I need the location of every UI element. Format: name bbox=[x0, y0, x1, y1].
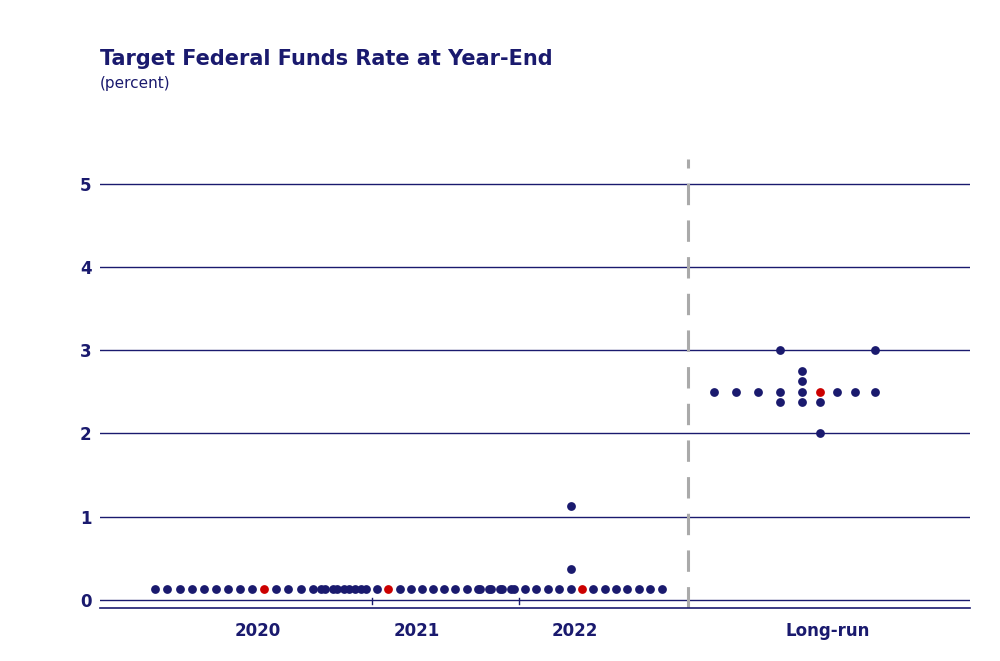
Point bbox=[329, 584, 345, 595]
Point bbox=[159, 584, 175, 595]
Point bbox=[220, 584, 236, 595]
Point bbox=[414, 584, 430, 595]
Point bbox=[208, 584, 224, 595]
Point bbox=[244, 584, 260, 595]
Point bbox=[436, 584, 452, 595]
Point bbox=[268, 584, 284, 595]
Point bbox=[812, 397, 828, 407]
Point bbox=[403, 584, 419, 595]
Point bbox=[631, 584, 647, 595]
Point bbox=[563, 584, 579, 595]
Point bbox=[794, 397, 810, 407]
Point bbox=[847, 387, 863, 397]
Point bbox=[540, 584, 556, 595]
Point bbox=[472, 584, 488, 595]
Point bbox=[517, 584, 533, 595]
Point bbox=[563, 563, 579, 574]
Point bbox=[196, 584, 212, 595]
Point bbox=[750, 387, 766, 397]
Point bbox=[481, 584, 497, 595]
Text: Target Federal Funds Rate at Year-End: Target Federal Funds Rate at Year-End bbox=[100, 50, 553, 69]
Point bbox=[494, 584, 510, 595]
Point bbox=[483, 584, 499, 595]
Point bbox=[794, 387, 810, 397]
Point bbox=[184, 584, 200, 595]
Point bbox=[353, 584, 369, 595]
Point bbox=[347, 584, 363, 595]
Point bbox=[425, 584, 441, 595]
Point bbox=[341, 584, 357, 595]
Point bbox=[706, 387, 722, 397]
Point bbox=[369, 584, 385, 595]
Point bbox=[597, 584, 613, 595]
Point bbox=[280, 584, 296, 595]
Point bbox=[232, 584, 248, 595]
Text: (percent): (percent) bbox=[100, 76, 171, 91]
Point bbox=[794, 366, 810, 376]
Point bbox=[608, 584, 624, 595]
Point bbox=[551, 584, 567, 595]
Point bbox=[492, 584, 508, 595]
Point bbox=[470, 584, 486, 595]
Point bbox=[358, 584, 374, 595]
Point bbox=[256, 584, 272, 595]
Point bbox=[585, 584, 601, 595]
Point bbox=[728, 387, 744, 397]
Point bbox=[325, 584, 341, 595]
Point bbox=[380, 584, 396, 595]
Point bbox=[293, 584, 309, 595]
Point bbox=[147, 584, 163, 595]
Point bbox=[772, 345, 788, 356]
Point bbox=[459, 584, 475, 595]
Point bbox=[506, 584, 522, 595]
Point bbox=[619, 584, 635, 595]
Point bbox=[336, 584, 352, 595]
Point bbox=[642, 584, 658, 595]
Point bbox=[772, 387, 788, 397]
Point bbox=[812, 428, 828, 439]
Point bbox=[574, 584, 590, 595]
Point bbox=[812, 387, 828, 397]
Point bbox=[392, 584, 408, 595]
Point bbox=[305, 584, 321, 595]
Point bbox=[313, 584, 329, 595]
Point bbox=[528, 584, 544, 595]
Point bbox=[447, 584, 463, 595]
Point bbox=[794, 376, 810, 387]
Point bbox=[654, 584, 670, 595]
Point bbox=[172, 584, 188, 595]
Point bbox=[867, 345, 883, 356]
Point bbox=[503, 584, 519, 595]
Point bbox=[317, 584, 333, 595]
Point bbox=[563, 501, 579, 512]
Point bbox=[772, 397, 788, 407]
Point bbox=[867, 387, 883, 397]
Point bbox=[829, 387, 845, 397]
